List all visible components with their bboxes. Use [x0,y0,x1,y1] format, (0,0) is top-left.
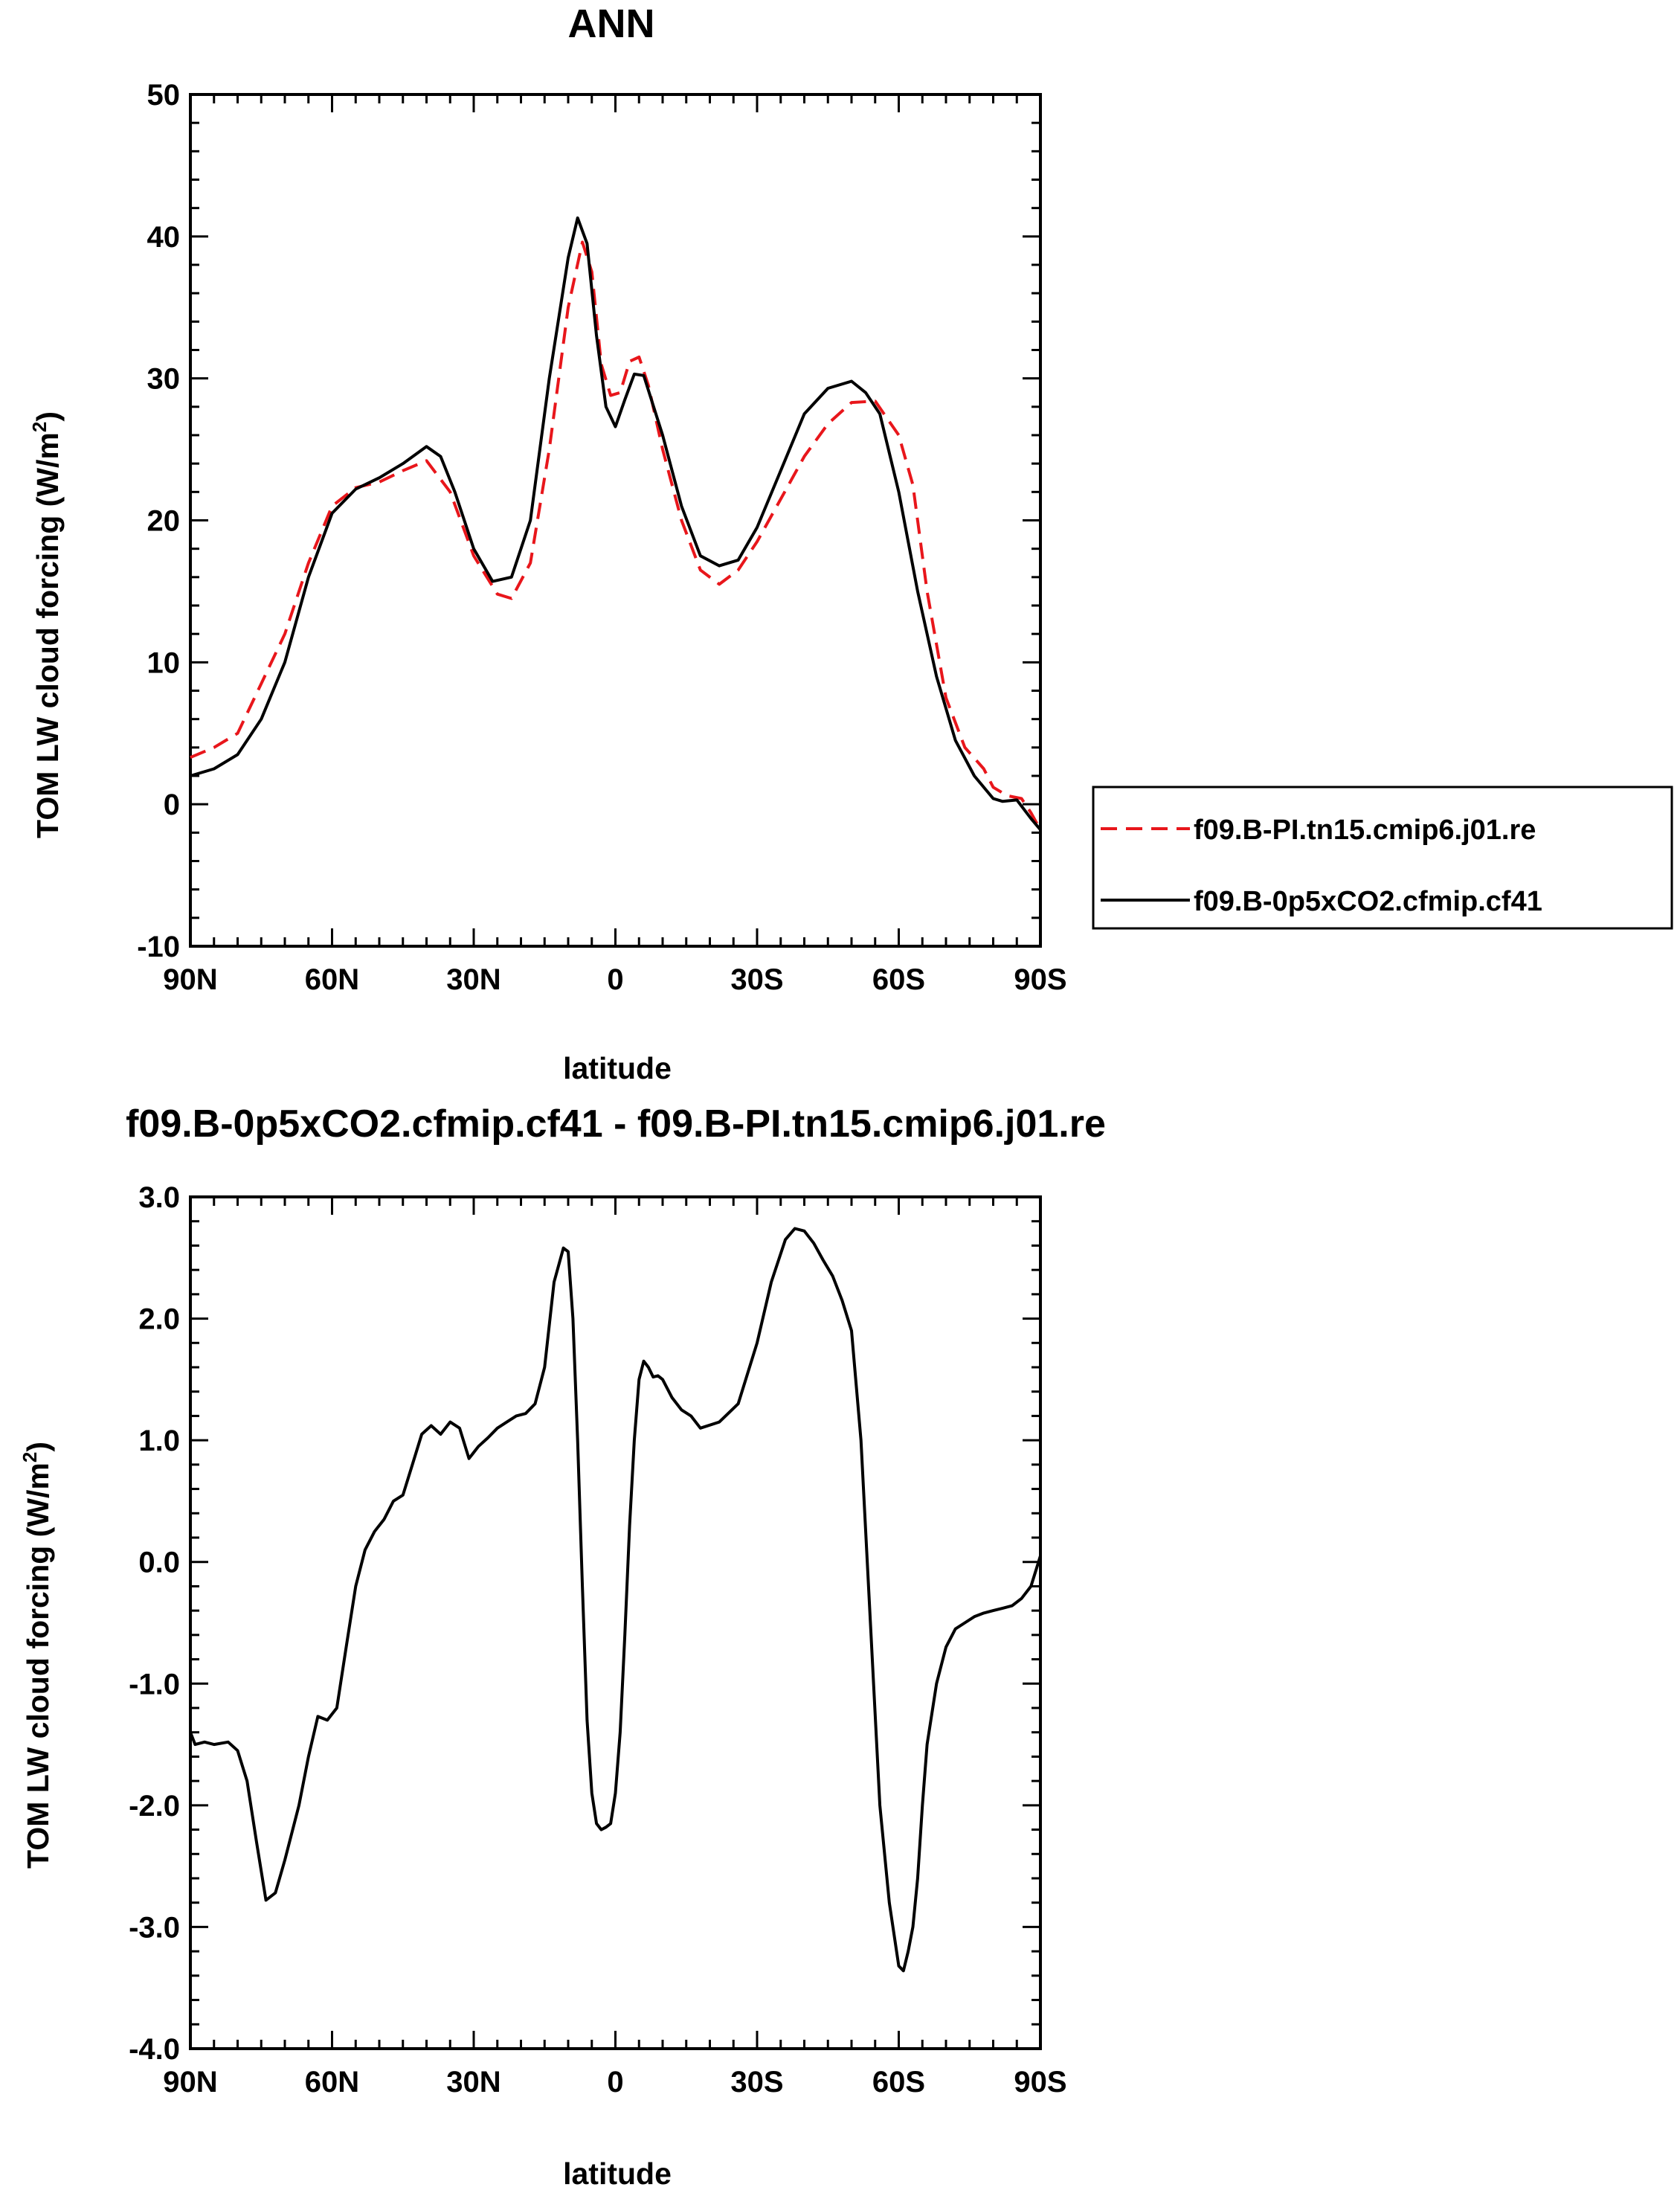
bottom-x-tick-label: 60N [305,2066,359,2099]
top-y-axis-label: TOM LW cloud forcing (W/m2) [28,411,65,838]
bottom-plot-area [189,1195,1042,2050]
bottom-y-tick-labels: -4.0 -3.0 -2.0 -1.0 0.0 1.0 2.0 3.0 [129,1181,180,2066]
top-chart: ANN 90N 60N 30N 0 30S 60S 90S -10 0 10 20 30 40 50 l… [28,1,1673,1085]
top-y-tick-label: -10 [137,931,180,963]
top-y-tick-label: 20 [147,505,181,538]
bottom-chart: f09.B-0p5xCO2.cfmip.cf41 - f09.B-PI.tn15… [19,1102,1106,2190]
bottom-x-tick-labels: 90N 60N 30N 0 30S 60S 90S [163,2066,1066,2099]
top-series-line-1 [190,216,1042,831]
bottom-x-tick-label: 90N [163,2066,217,2099]
top-x-tick-label: 90N [163,963,217,996]
bottom-x-axis-label: latitude [563,2157,672,2190]
top-series-line-0 [190,240,1042,831]
legend-box [1092,786,1673,930]
bottom-y-tick-label: -2.0 [129,1790,180,1823]
bottom-y-tick-label: 3.0 [138,1181,180,1214]
top-y-tick-label: 0 [164,789,180,821]
bottom-x-tick-label: 30S [730,2066,783,2099]
top-y-tick-label: 50 [147,79,181,112]
legend-label-co2: f09.B-0p5xCO2.cfmip.cf41 [1194,886,1542,917]
top-y-tick-label: 10 [147,646,181,679]
top-x-tick-label: 60S [872,963,925,996]
top-x-tick-label: 0 [607,963,623,996]
bottom-series-group [189,1227,1042,1973]
top-plot-frame [189,93,1042,948]
top-x-tick-label: 90S [1014,963,1066,996]
top-y-tick-label: 30 [147,363,181,396]
bottom-chart-title: f09.B-0p5xCO2.cfmip.cf41 - f09.B-PI.tn15… [126,1102,1106,1146]
top-legend: f09.B-PI.tn15.cmip6.j01.re f09.B-0p5xCO2… [1092,786,1673,930]
bottom-y-tick-label: 1.0 [138,1425,180,1457]
top-y-tick-label: 40 [147,221,181,254]
bottom-y-tick-label: 0.0 [138,1547,180,1579]
top-x-tick-labels: 90N 60N 30N 0 30S 60S 90S [163,963,1066,996]
top-series-group [190,216,1042,831]
bottom-x-tick-label: 90S [1014,2066,1066,2099]
bottom-x-tick-label: 60S [872,2066,925,2099]
bottom-x-tick-label: 0 [607,2066,623,2099]
legend-label-pi: f09.B-PI.tn15.cmip6.j01.re [1194,815,1536,846]
top-chart-title: ANN [568,1,655,46]
bottom-y-tick-label: 2.0 [138,1303,180,1336]
bottom-series-line-0 [189,1227,1042,1973]
bottom-x-tick-label: 30N [446,2066,501,2099]
top-y-tick-labels: -10 0 10 20 30 40 50 [137,79,180,963]
top-x-tick-label: 60N [305,963,359,996]
top-x-tick-label: 30S [730,963,783,996]
top-plot-area [189,93,1042,948]
top-x-tick-label: 30N [446,963,501,996]
bottom-y-axis-label: TOM LW cloud forcing (W/m2) [19,1442,55,1869]
bottom-y-tick-label: -1.0 [129,1668,180,1701]
bottom-y-tick-label: -3.0 [129,1911,180,1944]
bottom-y-tick-label: -4.0 [129,2033,180,2066]
top-x-axis-label: latitude [563,1051,672,1085]
